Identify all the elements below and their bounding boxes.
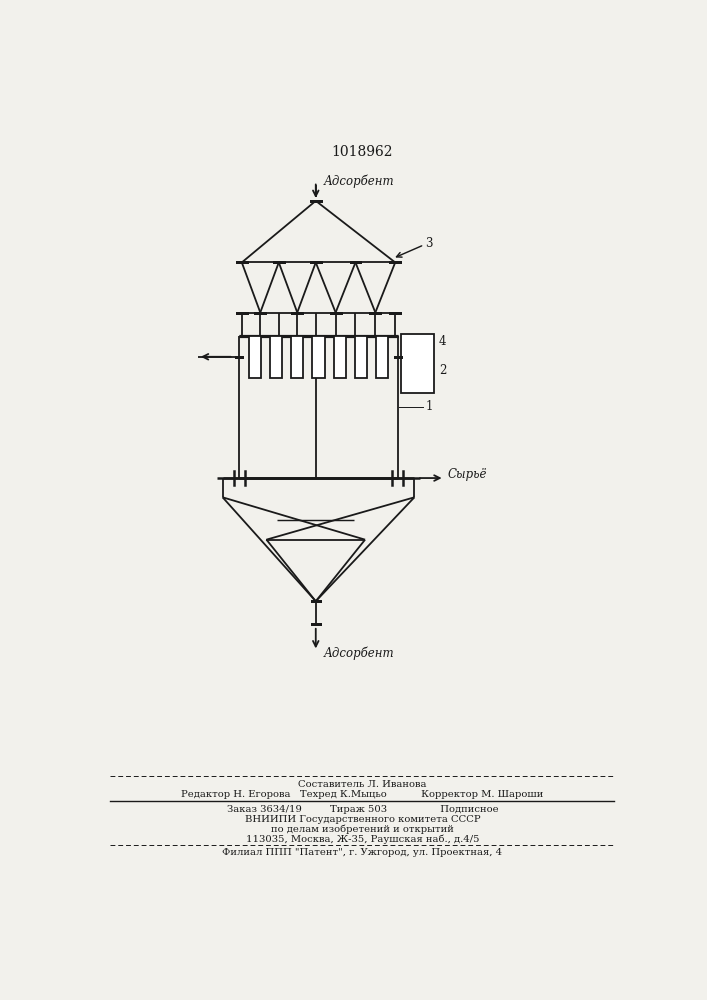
Text: Адсорбент: Адсорбент bbox=[324, 175, 395, 188]
Bar bbox=[249, 336, 261, 378]
Text: 1: 1 bbox=[426, 400, 433, 413]
Text: 4: 4 bbox=[439, 335, 447, 348]
Text: Редактор Н. Егорова   Техред К.Мыцьо           Корректор М. Шароши: Редактор Н. Егорова Техред К.Мыцьо Корре… bbox=[181, 790, 544, 799]
Text: 113035, Москва, Ж-35, Раушская наб., д.4/5: 113035, Москва, Ж-35, Раушская наб., д.4… bbox=[245, 835, 479, 844]
Bar bbox=[355, 336, 367, 378]
Text: 3: 3 bbox=[426, 237, 433, 250]
Text: по делам изобретений и открытий: по делам изобретений и открытий bbox=[271, 825, 454, 834]
Text: Составитель Л. Иванова: Составитель Л. Иванова bbox=[298, 780, 426, 789]
Text: 1018962: 1018962 bbox=[332, 145, 393, 159]
Bar bbox=[291, 336, 303, 378]
Text: Адсорбент: Адсорбент bbox=[324, 647, 395, 660]
Text: Заказ 3634/19         Тираж 503                 Подписное: Заказ 3634/19 Тираж 503 Подписное bbox=[226, 805, 498, 814]
Text: Сырьё: Сырьё bbox=[448, 468, 486, 481]
Bar bbox=[270, 336, 282, 378]
Bar bbox=[401, 334, 433, 393]
Text: ВНИИПИ Государственного комитета СССР: ВНИИПИ Государственного комитета СССР bbox=[245, 815, 480, 824]
Text: 2: 2 bbox=[439, 364, 446, 377]
Bar bbox=[334, 336, 346, 378]
Text: Филиал ППП "Патент", г. Ужгород, ул. Проектная, 4: Филиал ППП "Патент", г. Ужгород, ул. Про… bbox=[222, 848, 503, 857]
Bar bbox=[376, 336, 388, 378]
Bar bbox=[312, 336, 325, 378]
